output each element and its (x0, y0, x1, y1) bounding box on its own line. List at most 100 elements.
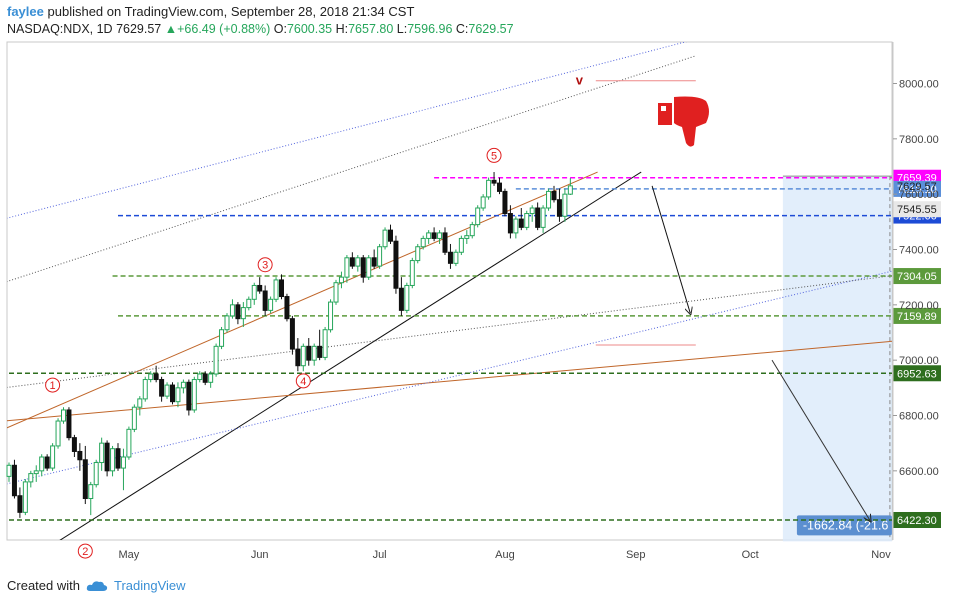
y-tick-label-6600: 6600.00 (899, 466, 939, 478)
candle-body-47 (262, 290, 268, 311)
candle-body-98 (540, 207, 546, 228)
footer: Created with TradingView (7, 578, 186, 593)
wave-circle-4 (295, 373, 311, 389)
candle-body-77 (426, 232, 432, 239)
candle-body-52 (289, 318, 295, 350)
low-value: 7596.96 (407, 22, 453, 36)
high-label: H: (335, 22, 349, 36)
candle-body-73 (404, 284, 410, 311)
x-tick-label-Nov: Nov (871, 549, 891, 561)
candle-body-0 (6, 464, 12, 477)
candle-body-57 (317, 345, 323, 358)
candle-body-32 (180, 381, 186, 389)
open-value: 7600.35 (286, 22, 333, 36)
y-tick-label-7000: 7000.00 (899, 355, 939, 367)
horizontal-levels: 7659.397619.107522.667304.057159.896952.… (9, 169, 941, 528)
level-label-7619.10: 7619.10 (897, 184, 937, 196)
x-tick-label-Jun: Jun (251, 549, 269, 561)
trend-line-4 (7, 42, 688, 219)
candle-body-58 (322, 329, 328, 358)
wave-label-2: 2 (82, 546, 88, 558)
wave-label-v: v (576, 73, 584, 88)
candle-body-56 (311, 345, 317, 361)
level-label-7159.89: 7159.89 (897, 311, 937, 323)
thumbs-down-icon (658, 96, 709, 147)
candle-body-97 (535, 207, 541, 228)
candle-body-37 (208, 373, 214, 383)
author-name[interactable]: faylee (7, 4, 44, 19)
candle-body-51 (284, 296, 290, 320)
candle-body-34 (191, 379, 197, 411)
candle-body-66 (366, 257, 372, 278)
candle-body-55 (306, 345, 312, 361)
x-tick-label-May: May (119, 549, 140, 561)
last-price: 7629.57 (116, 22, 162, 36)
y-tick-label-7800: 7800.00 (899, 134, 939, 146)
candle-body-54 (300, 345, 306, 367)
candle-body-9 (55, 420, 61, 447)
projection-box (782, 176, 892, 542)
candle-body-27 (153, 373, 159, 381)
candle-body-85 (469, 224, 475, 237)
candle-body-102 (562, 193, 568, 217)
price-badge-7545.55 (893, 201, 941, 218)
candle-body-19 (110, 448, 116, 472)
candle-body-64 (355, 257, 361, 267)
candle-body-83 (458, 237, 464, 253)
time-axis: May Jun Jul Aug Sep Oct Nov (119, 549, 892, 561)
price-change: +66.49 (+0.88%) (177, 22, 271, 36)
wave-label-5: 5 (491, 150, 497, 162)
candle-body-41 (229, 304, 235, 317)
candle-body-13 (77, 450, 83, 461)
candle-body-24 (137, 398, 143, 408)
candle-body-14 (82, 459, 88, 499)
candle-body-23 (131, 406, 137, 430)
candle-body-89 (491, 179, 497, 184)
candle-body-33 (186, 381, 192, 411)
tradingview-brand: TradingView (113, 578, 186, 593)
candle-body-78 (431, 232, 437, 239)
annotations: 1 2 3 4 5 v (45, 73, 871, 559)
candle-body-44 (246, 298, 252, 309)
y-tick-label-7400: 7400.00 (899, 245, 939, 257)
candle-body-45 (251, 284, 257, 300)
price-label-7545.55: 7545.55 (897, 204, 937, 216)
candle-body-69 (382, 229, 388, 248)
candle-body-60 (333, 282, 339, 303)
candle-body-95 (524, 213, 530, 228)
candle-body-80 (442, 232, 448, 253)
candle-body-5 (33, 470, 39, 475)
candle-body-12 (71, 437, 77, 452)
publish-header: faylee published on TradingView.com, Sep… (7, 3, 414, 20)
projection-region: -1662.84 (-21.6 (6, 41, 893, 542)
candle-body-72 (398, 287, 404, 311)
candle-body-96 (529, 207, 535, 215)
cloud-logo-icon (86, 580, 108, 591)
candle-body-11 (66, 409, 72, 439)
candle-body-8 (50, 445, 56, 469)
candle-body-31 (175, 387, 181, 403)
wave-label-1: 1 (50, 380, 56, 392)
candle-body-100 (551, 190, 557, 201)
candle-body-40 (224, 315, 230, 331)
candle-body-18 (104, 442, 110, 472)
wave-circle-3 (257, 257, 273, 273)
tradingview-link[interactable]: TradingView (86, 578, 186, 593)
candle-body-26 (148, 373, 154, 381)
candle-body-63 (349, 257, 355, 267)
candle-body-28 (159, 379, 165, 397)
candle-body-7 (44, 456, 50, 469)
candle-body-68 (377, 246, 383, 267)
candlesticks (6, 172, 573, 518)
candle-body-46 (257, 284, 263, 292)
wave-circle-5 (486, 147, 502, 163)
close-label: C: (455, 22, 469, 36)
y-tick-label-7200: 7200.00 (899, 300, 939, 312)
x-tick-label-Oct: Oct (742, 549, 759, 561)
trend-line-1 (7, 171, 598, 429)
symbol-info-bar: NASDAQ:NDX, 1D 7629.57 ▲+66.49 (+0.88%) … (7, 21, 514, 38)
candle-body-49 (273, 279, 279, 300)
candle-body-16 (93, 462, 99, 486)
candle-body-35 (197, 373, 203, 381)
